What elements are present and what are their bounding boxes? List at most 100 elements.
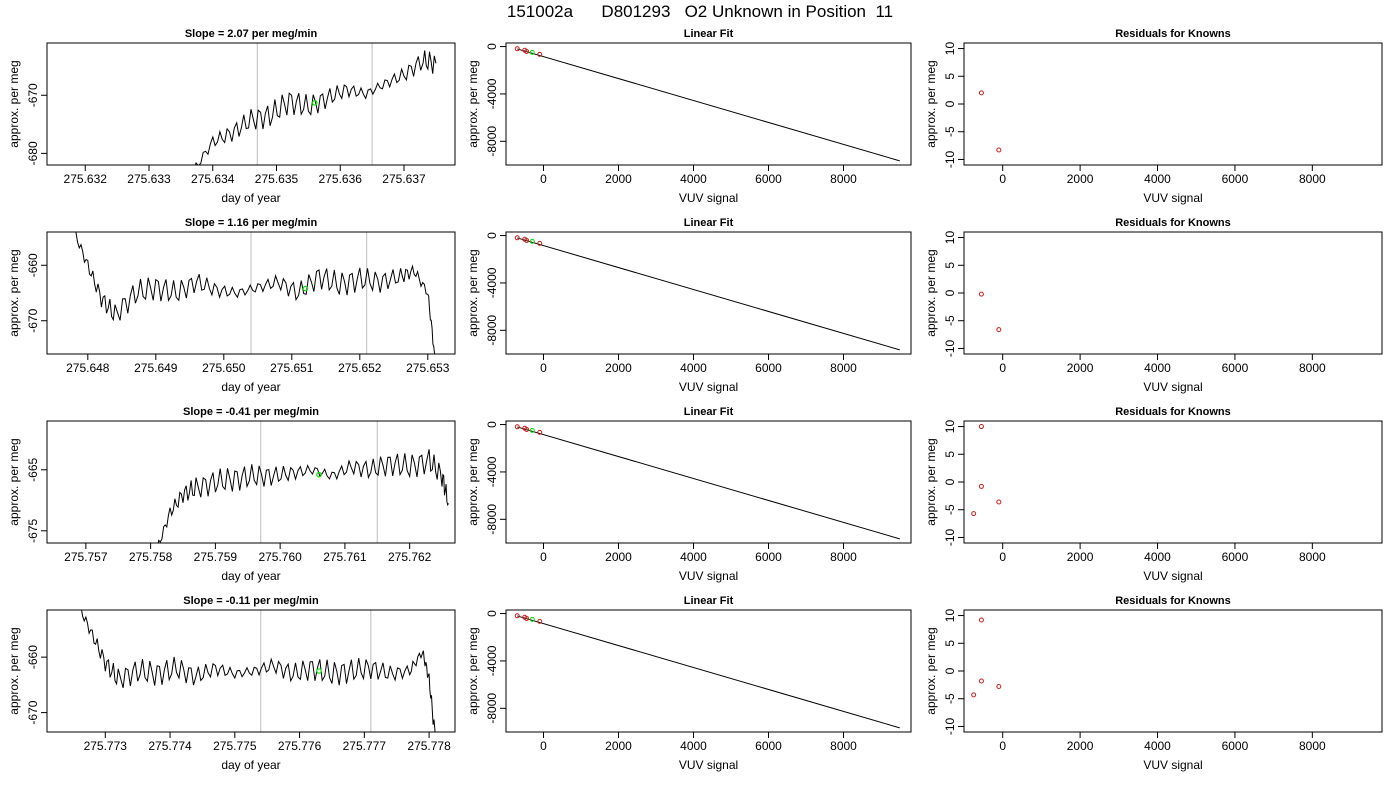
plot-area xyxy=(81,610,436,732)
x-axis-label: VUV signal xyxy=(1143,758,1202,772)
x-tick-label: 275.774 xyxy=(148,739,192,753)
x-tick-label: 275.773 xyxy=(84,739,128,753)
chart-panel-fit: Linear Fit VUV signal approx. per meg 0 2000… xyxy=(466,217,912,394)
y-tick-label: -10 xyxy=(943,528,957,546)
data-point xyxy=(514,613,520,619)
x-tick-label: 0 xyxy=(999,361,1006,375)
y-axis-label: approx. per meg xyxy=(7,249,21,336)
residual-point xyxy=(978,424,984,430)
chart-panel-fit: Linear Fit VUV signal approx. per meg 0 2000… xyxy=(466,595,912,772)
chart-panel-residuals: Residuals for Knowns VUV signal approx. pe… xyxy=(924,595,1383,772)
y-tick-label: 0 xyxy=(485,232,499,239)
residual-point xyxy=(996,684,1002,690)
y-tick-label: -675 xyxy=(26,518,40,542)
plot-area xyxy=(514,235,900,351)
x-tick-label: 6000 xyxy=(1222,361,1249,375)
y-tick-label: -10 xyxy=(943,150,957,168)
residual-point xyxy=(978,617,984,623)
x-tick-label: 4000 xyxy=(680,172,707,186)
plot-area xyxy=(978,90,1002,153)
y-axis-label: approx. per meg xyxy=(7,438,21,525)
y-tick-label: -665 xyxy=(26,457,40,481)
y-tick-label: 0 xyxy=(943,667,957,674)
plot-frame xyxy=(46,42,456,166)
plot-frame xyxy=(46,231,456,355)
x-tick-label: 6000 xyxy=(1222,739,1249,753)
x-tick-label: 275.761 xyxy=(323,550,367,564)
chart-panel-timeseries: Slope = -0.41 per meg/min day of year appr… xyxy=(7,406,456,583)
y-tick-label: 5 xyxy=(943,262,957,269)
y-tick-label: -4000 xyxy=(485,456,499,487)
residual-point xyxy=(971,692,977,698)
x-tick-label: 4000 xyxy=(1144,361,1171,375)
chart-title: Linear Fit xyxy=(684,28,734,40)
fit-line xyxy=(517,426,900,540)
y-tick-label: -10 xyxy=(943,717,957,735)
y-tick-label: 10 xyxy=(943,231,957,245)
x-tick-label: 275.637 xyxy=(382,172,426,186)
y-axis-label: approx. per meg xyxy=(466,249,480,336)
y-tick-label: -10 xyxy=(943,339,957,357)
green-point xyxy=(529,49,535,55)
x-tick-label: 6000 xyxy=(755,361,782,375)
chart-title: Residuals for Knowns xyxy=(1115,595,1231,607)
plot-frame xyxy=(505,231,912,355)
plot-frame xyxy=(963,231,1383,355)
y-tick-label: -4000 xyxy=(485,78,499,109)
chart-panel-timeseries: Slope = 2.07 per meg/min day of year appro… xyxy=(7,28,456,205)
data-point xyxy=(514,46,520,52)
residual-point xyxy=(971,511,977,517)
x-tick-label: 275.636 xyxy=(319,172,363,186)
y-axis-label: approx. per meg xyxy=(924,60,938,147)
green-point xyxy=(529,238,535,244)
plot-area xyxy=(194,43,437,165)
x-tick-label: 8000 xyxy=(830,739,857,753)
series-line xyxy=(81,610,436,732)
x-tick-label: 8000 xyxy=(1299,739,1326,753)
x-tick-label: 0 xyxy=(540,172,547,186)
y-tick-label: -8000 xyxy=(485,126,499,157)
plot-area xyxy=(74,232,436,354)
x-tick-label: 2000 xyxy=(605,550,632,564)
y-tick-label: -8000 xyxy=(485,315,499,346)
residual-point xyxy=(996,327,1002,333)
data-point xyxy=(524,49,530,55)
y-tick-label: -680 xyxy=(26,141,40,165)
chart-title: Residuals for Knowns xyxy=(1115,28,1231,40)
chart-panel-residuals: Residuals for Knowns VUV signal approx. pe… xyxy=(924,406,1383,583)
y-tick-label: 0 xyxy=(485,43,499,50)
y-tick-label: -660 xyxy=(26,253,40,277)
x-tick-label: 275.777 xyxy=(343,739,387,753)
data-point xyxy=(514,424,520,430)
x-tick-label: 8000 xyxy=(830,172,857,186)
plot-frame xyxy=(505,609,912,733)
plot-area xyxy=(514,46,900,162)
chart-panel-residuals: Residuals for Knowns VUV signal approx. pe… xyxy=(924,28,1383,205)
y-tick-label: 0 xyxy=(943,100,957,107)
x-tick-label: 275.760 xyxy=(258,550,302,564)
data-point xyxy=(514,235,520,241)
plot-frame xyxy=(963,42,1383,166)
chart-title: Linear Fit xyxy=(684,595,734,607)
plot-area xyxy=(971,424,1002,517)
chart-panel-timeseries: Slope = -0.11 per meg/min day of year appr… xyxy=(7,595,456,772)
x-axis-label: VUV signal xyxy=(1143,191,1202,205)
y-axis-label: approx. per meg xyxy=(466,60,480,147)
y-tick-label: -670 xyxy=(26,308,40,332)
series-line xyxy=(194,50,437,165)
residual-point xyxy=(996,499,1002,505)
x-tick-label: 2000 xyxy=(605,739,632,753)
x-tick-label: 6000 xyxy=(1222,172,1249,186)
y-tick-label: -660 xyxy=(26,645,40,669)
x-tick-label: 2000 xyxy=(605,172,632,186)
green-point xyxy=(529,427,535,433)
series-line xyxy=(74,232,436,354)
page-title: 151002a D801293 O2 Unknown in Position 1… xyxy=(506,2,894,21)
fit-line xyxy=(517,48,900,162)
x-tick-label: 275.651 xyxy=(270,361,314,375)
x-axis-label: VUV signal xyxy=(679,191,738,205)
y-tick-label: -8000 xyxy=(485,693,499,724)
data-point xyxy=(537,618,543,624)
x-tick-label: 275.778 xyxy=(407,739,451,753)
